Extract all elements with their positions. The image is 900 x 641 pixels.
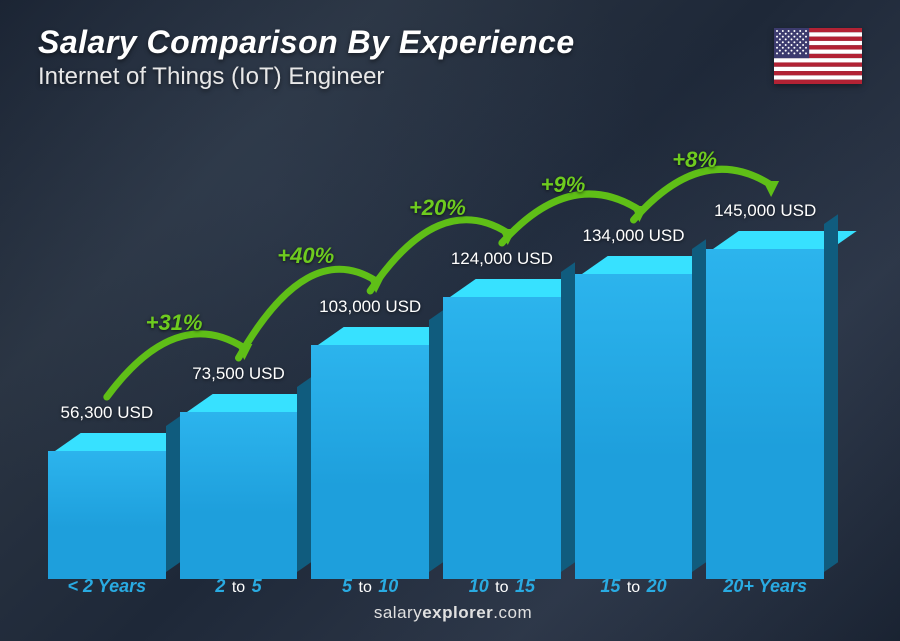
bar-value-label: 134,000 USD	[582, 226, 684, 246]
usa-flag-icon	[774, 28, 862, 84]
bar-value-label: 124,000 USD	[451, 249, 553, 269]
bar-3d	[180, 394, 298, 561]
bars-wrap: 56,300 USD 73,500 USD 103,000 USD 124,00…	[48, 101, 824, 561]
titles: Salary Comparison By Experience Internet…	[38, 24, 774, 91]
footer-bold: explorer	[422, 603, 493, 622]
bar-group: 145,000 USD	[706, 201, 824, 561]
bar-group: 73,500 USD	[180, 364, 298, 561]
bar-3d	[48, 433, 166, 561]
page-subtitle: Internet of Things (IoT) Engineer	[38, 63, 774, 91]
bar-value-label: 145,000 USD	[714, 201, 816, 221]
x-axis-label: 5 to 10	[311, 576, 429, 597]
footer-suffix: .com	[493, 603, 532, 622]
bar-value-label: 56,300 USD	[61, 403, 154, 423]
bar-value-label: 103,000 USD	[319, 297, 421, 317]
bar-3d	[311, 327, 429, 561]
x-axis-label: 15 to 20	[575, 576, 693, 597]
bar-3d	[443, 279, 561, 561]
x-axis-label: 2 to 5	[180, 576, 298, 597]
page-title: Salary Comparison By Experience	[38, 24, 774, 61]
bar-group: 103,000 USD	[311, 297, 429, 561]
bar-group: 56,300 USD	[48, 403, 166, 561]
bar-3d	[706, 231, 824, 561]
header: Salary Comparison By Experience Internet…	[38, 24, 868, 91]
bar-group: 134,000 USD	[575, 226, 693, 561]
x-axis-label: 10 to 15	[443, 576, 561, 597]
bar-3d	[575, 256, 693, 561]
chart-container: Salary Comparison By Experience Internet…	[0, 0, 900, 641]
x-axis-labels: < 2 Years 2 to 5 5 to 10 10 to 15 15 to 20 20…	[48, 576, 824, 597]
chart-area: Average Yearly Salary 56,300 USD 73,500 …	[38, 101, 868, 597]
x-axis-label: < 2 Years	[48, 576, 166, 597]
footer-attribution: salaryexplorer.com	[38, 597, 868, 623]
footer-prefix: salary	[374, 603, 422, 622]
bar-value-label: 73,500 USD	[192, 364, 285, 384]
bar-group: 124,000 USD	[443, 249, 561, 561]
x-axis-label: 20+ Years	[706, 576, 824, 597]
